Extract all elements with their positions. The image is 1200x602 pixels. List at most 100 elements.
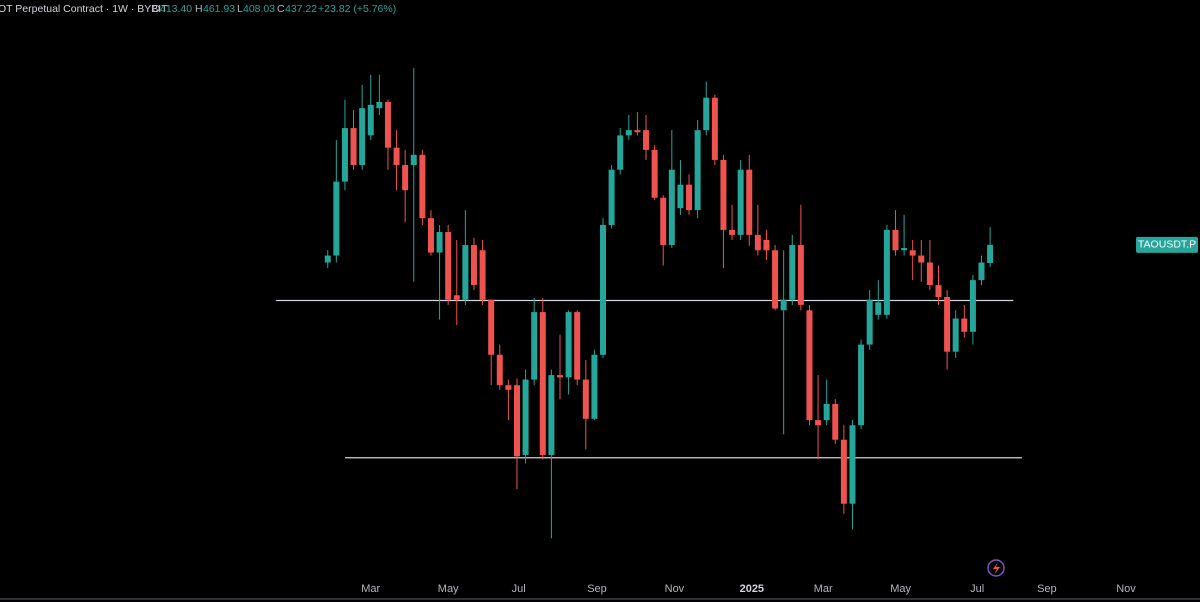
- candle-body: [832, 403, 839, 440]
- candle-body: [815, 420, 822, 426]
- candle-body: [548, 375, 555, 455]
- candle: [402, 149, 409, 223]
- candle-body: [651, 149, 658, 198]
- candle-body: [668, 169, 675, 246]
- candle: [359, 84, 366, 170]
- candle-body: [445, 232, 452, 300]
- candle: [677, 159, 684, 215]
- x-tick-label: May: [890, 583, 911, 595]
- candle: [419, 149, 426, 226]
- candle: [384, 99, 391, 170]
- candle: [643, 114, 650, 160]
- candle: [539, 297, 546, 460]
- icon-ring: [987, 559, 1005, 577]
- candle: [823, 379, 830, 426]
- candle-body: [470, 245, 477, 286]
- candle-body: [686, 184, 693, 211]
- candle-body: [849, 425, 856, 504]
- candle-body: [711, 97, 718, 160]
- candle: [935, 265, 942, 305]
- ohlc-letter: O: [152, 3, 160, 15]
- ohlc-letter: L: [237, 3, 243, 15]
- candle-body: [324, 255, 331, 263]
- candle: [470, 237, 477, 291]
- candle: [548, 369, 555, 539]
- candle-body: [479, 250, 486, 300]
- candle: [376, 74, 383, 115]
- candle-body: [866, 299, 873, 345]
- candle: [410, 67, 417, 282]
- candle-body: [952, 318, 959, 352]
- x-tick-label: 2025: [740, 583, 764, 595]
- candle: [858, 339, 865, 430]
- candle: [479, 239, 486, 305]
- candle: [780, 250, 787, 435]
- candle: [832, 399, 839, 444]
- candle: [427, 210, 434, 256]
- candle-body: [531, 312, 538, 380]
- candle-body: [419, 154, 426, 219]
- candle: [462, 210, 469, 305]
- candle: [729, 204, 736, 240]
- candle-body: [858, 344, 865, 426]
- candle: [582, 360, 589, 450]
- candle-body: [969, 280, 976, 332]
- candle: [961, 304, 968, 338]
- candle: [978, 255, 985, 286]
- candle: [926, 239, 933, 291]
- candle: [341, 99, 348, 191]
- candle: [901, 214, 908, 256]
- price-tag-box: [1136, 236, 1198, 253]
- candle: [393, 130, 400, 191]
- candle-body: [496, 354, 503, 386]
- candle-body: [789, 245, 796, 300]
- candle: [445, 225, 452, 305]
- candle: [488, 299, 495, 386]
- candle-body: [617, 135, 624, 170]
- candle: [625, 114, 632, 141]
- candle-body: [926, 262, 933, 286]
- candle: [754, 204, 761, 256]
- candle-body: [539, 312, 546, 455]
- x-tick-label: Nov: [665, 583, 685, 595]
- candle: [875, 280, 882, 320]
- candle-body: [892, 229, 899, 251]
- x-tick-label: Jul: [512, 583, 526, 595]
- candle-body: [625, 130, 632, 136]
- candle: [436, 225, 443, 320]
- x-tick-label: Mar: [361, 583, 380, 595]
- candle: [883, 225, 890, 319]
- candle-body: [488, 299, 495, 355]
- candle: [350, 110, 357, 170]
- candle-body: [591, 354, 598, 419]
- candle: [333, 140, 340, 263]
- lightning-icon[interactable]: [987, 559, 1005, 577]
- candle: [591, 349, 598, 421]
- candle: [987, 227, 994, 268]
- candle-body: [427, 218, 434, 253]
- candle-body: [918, 255, 925, 263]
- change-label: +23.82 (+5.76%): [318, 3, 396, 15]
- candle: [651, 144, 658, 200]
- candle: [763, 229, 770, 261]
- candle-body: [883, 229, 890, 315]
- candle-body: [694, 130, 701, 211]
- icon-bolt: [993, 562, 1000, 575]
- candle: [686, 174, 693, 215]
- candle-body: [677, 184, 684, 209]
- candle-body: [840, 439, 847, 504]
- candle-body: [333, 181, 340, 256]
- candle-body: [909, 250, 916, 256]
- candle-body: [961, 318, 968, 332]
- x-tick-label: Sep: [587, 583, 607, 595]
- candle-body: [720, 159, 727, 230]
- candle: [806, 304, 813, 426]
- candle-body: [513, 385, 520, 457]
- candle-body: [634, 130, 641, 133]
- ohlc-value: 408.03: [243, 3, 275, 15]
- candle-body: [823, 403, 830, 421]
- candle-body: [522, 379, 529, 455]
- candle: [634, 112, 641, 136]
- candle-body: [410, 154, 417, 166]
